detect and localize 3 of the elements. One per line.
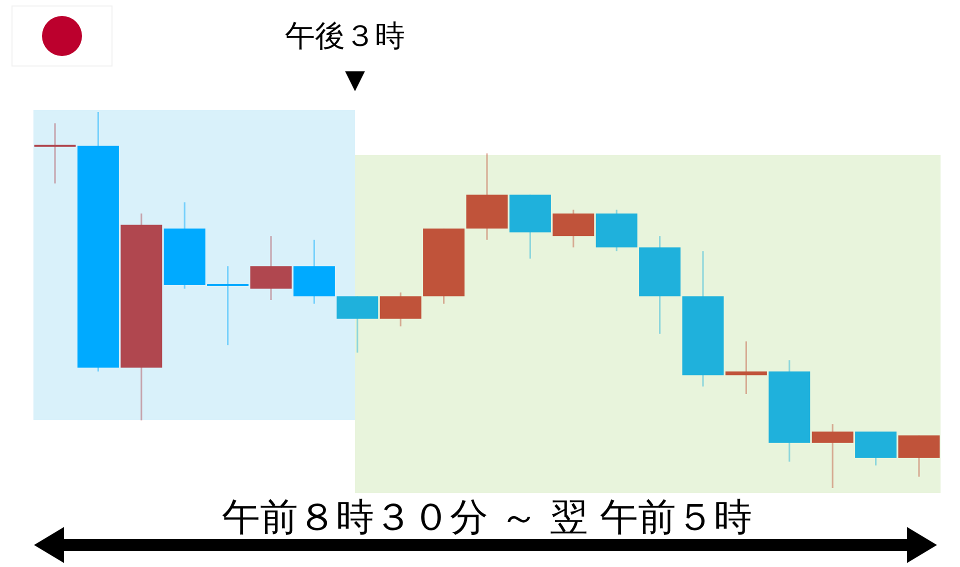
text: 午後３時	[285, 19, 405, 54]
x-axis-title: 午前８時３０分 ～ 翌 午前５時	[222, 495, 752, 539]
text: ▼	[345, 65, 365, 95]
